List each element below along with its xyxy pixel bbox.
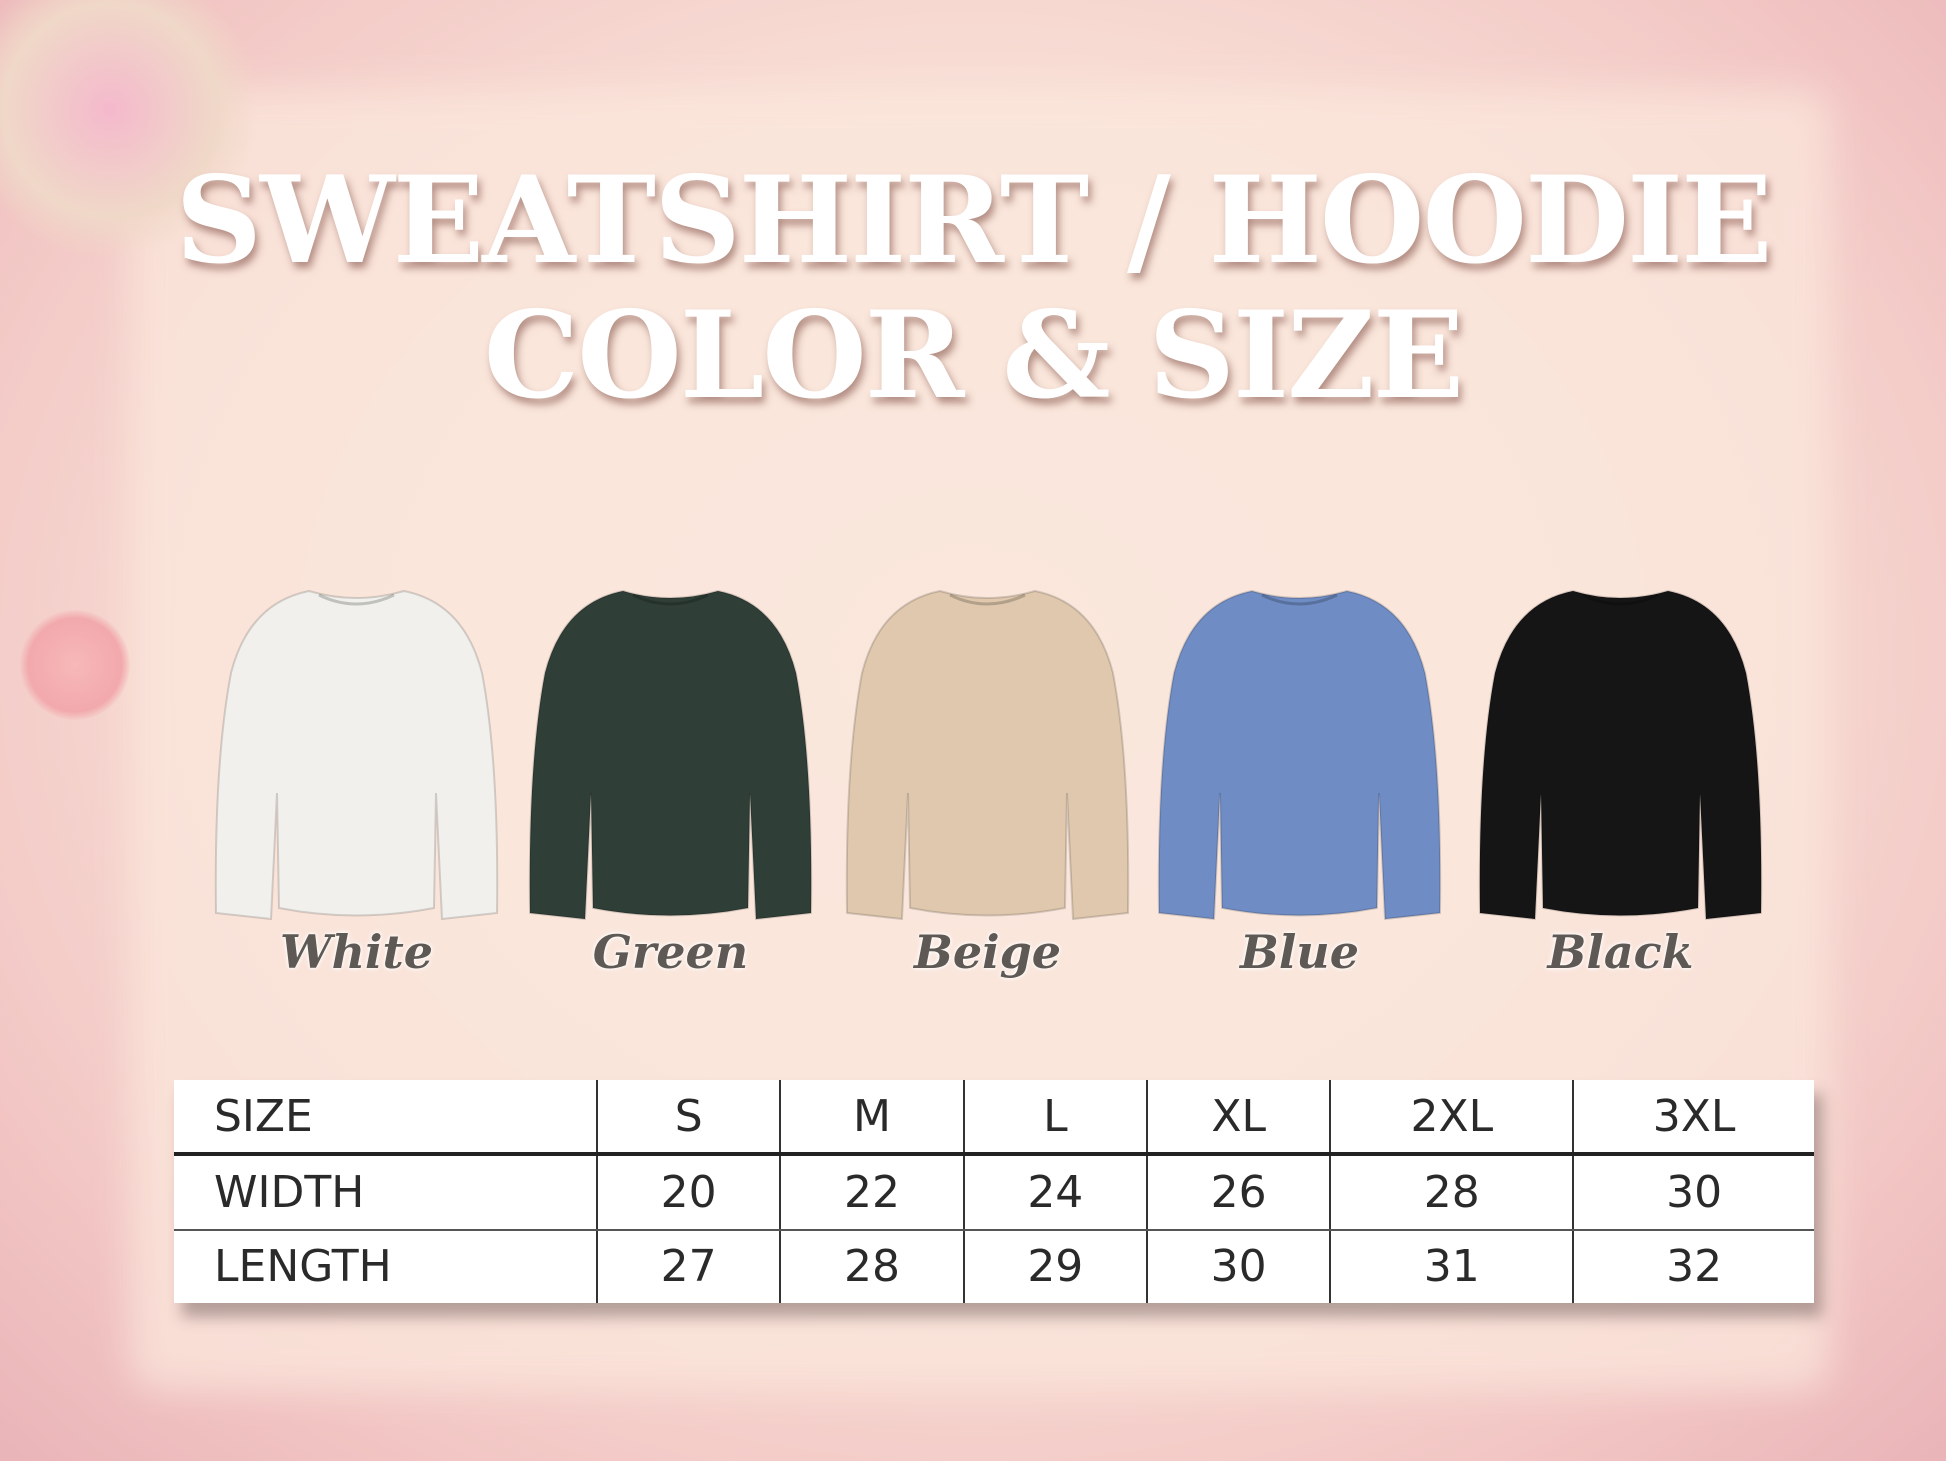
table-cell: 22 (779, 1154, 964, 1231)
table-cell: 27 (595, 1229, 781, 1303)
header-cell: 3XL (1572, 1080, 1814, 1157)
table-cell: 28 (1329, 1154, 1574, 1231)
header-cell: M (779, 1080, 964, 1157)
table-cell: 31 (1329, 1229, 1574, 1303)
header-cell: L (962, 1080, 1147, 1157)
header-cell: XL (1145, 1080, 1331, 1157)
color-label: Blue (1239, 925, 1360, 979)
table-header-row: SIZE S M L XL 2XL 3XL (174, 1080, 1814, 1157)
color-label: Beige (913, 925, 1062, 979)
header-cell: S (595, 1080, 781, 1157)
title-line-2: COLOR & SIZE (483, 285, 1464, 426)
table-cell: 32 (1572, 1229, 1814, 1303)
table-cell: 29 (962, 1229, 1147, 1303)
table-row-width: WIDTH 20 22 24 26 28 30 (174, 1154, 1814, 1231)
title-line-1: SWEATSHIRT / HOODIE (175, 150, 1772, 291)
header-cell: SIZE (174, 1080, 597, 1157)
table-cell: 30 (1145, 1229, 1331, 1303)
sweatshirt-black-image (1478, 583, 1763, 925)
sweatshirt-white-image (214, 583, 499, 925)
color-label: Green (592, 925, 749, 979)
table-cell: 30 (1572, 1154, 1814, 1231)
button-decoration-icon (20, 610, 130, 720)
table-cell: 20 (595, 1154, 781, 1231)
size-table: SIZE S M L XL 2XL 3XL WIDTH 20 22 24 26 … (174, 1080, 1814, 1303)
color-label: Black (1547, 925, 1694, 979)
header-cell: 2XL (1329, 1080, 1574, 1157)
sweatshirt-blue-image (1157, 583, 1442, 925)
row-label: LENGTH (214, 1241, 392, 1293)
table-cell: 24 (962, 1154, 1147, 1231)
row-label: WIDTH (174, 1154, 597, 1231)
sweatshirt-beige-image (845, 583, 1130, 925)
sweatshirt-green-image (528, 583, 813, 925)
table-cell: 28 (779, 1229, 964, 1303)
table-cell: 26 (1145, 1154, 1331, 1231)
color-label: White (279, 925, 434, 979)
table-row-length: LENGTH 27 28 29 30 31 32 (174, 1229, 1814, 1303)
